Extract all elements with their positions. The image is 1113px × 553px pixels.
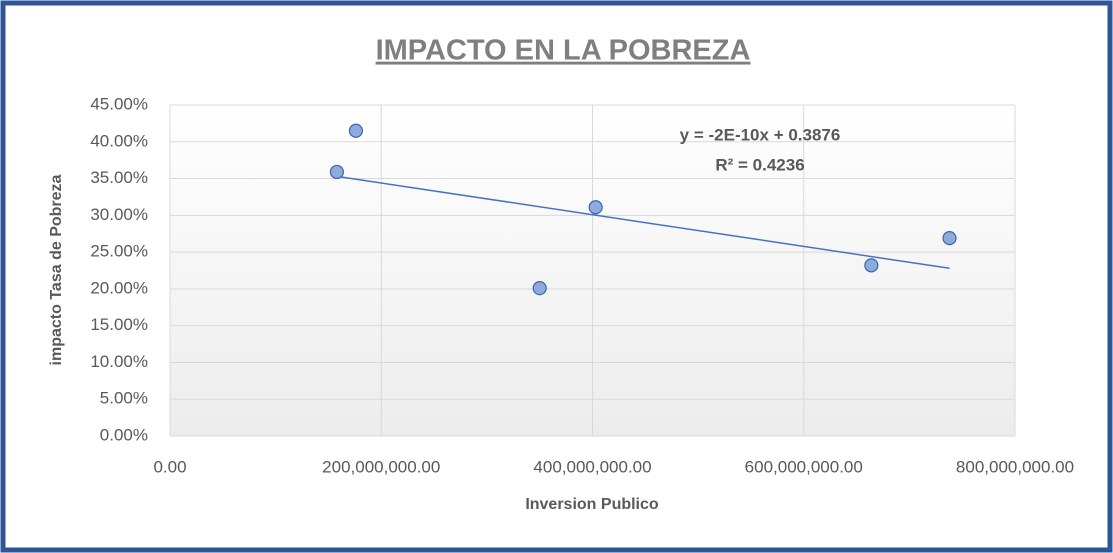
y-tick-label: 15.00% <box>90 315 148 334</box>
trendline-equation: R² = 0.4236 <box>715 155 804 174</box>
trendline <box>336 175 950 270</box>
data-point <box>942 231 957 246</box>
data-point <box>532 281 547 296</box>
y-tick-label: 0.00% <box>100 425 148 444</box>
data-point <box>864 258 879 273</box>
y-tick-label: 10.00% <box>90 352 148 371</box>
x-tick-label: 0.00 <box>153 457 186 476</box>
x-tick-label: 600,000,000.00 <box>745 457 863 476</box>
y-tick-label: 30.00% <box>90 205 148 224</box>
y-tick-label: 45.00% <box>90 94 148 113</box>
x-axis-label: Inversion Publico <box>525 496 659 513</box>
y-tick-label: 35.00% <box>90 168 148 187</box>
x-tick-label: 800,000,000.00 <box>956 457 1074 476</box>
x-tick-label: 200,000,000.00 <box>322 457 440 476</box>
y-tick-label: 5.00% <box>100 389 148 408</box>
data-point <box>329 164 344 180</box>
x-tick-label: 400,000,000.00 <box>533 457 651 476</box>
data-point <box>348 123 363 138</box>
trendline-equation: y = -2E-10x + 0.3876 <box>680 125 841 144</box>
y-tick-label: 20.00% <box>90 278 148 297</box>
y-tick-label: 40.00% <box>90 131 148 150</box>
data-point <box>588 200 603 215</box>
chart-title: IMPACTO EN LA POBREZA <box>376 35 751 67</box>
y-axis-label: impacto Tasa de Pobreza <box>48 174 65 365</box>
y-tick-label: 25.00% <box>90 242 148 261</box>
